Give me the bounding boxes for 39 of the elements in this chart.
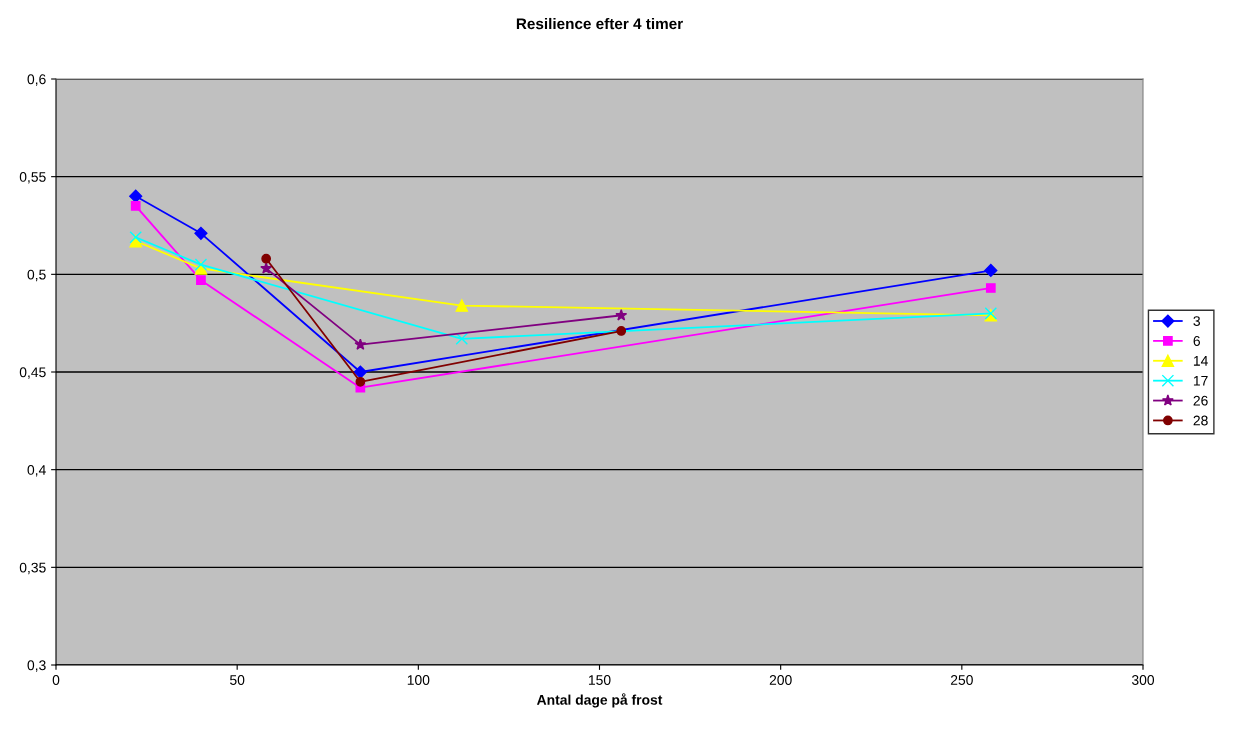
y-tick-label: 0,3	[27, 660, 46, 672]
point	[985, 283, 996, 293]
legend-label: 17	[1193, 375, 1208, 386]
point	[260, 262, 273, 274]
point	[130, 201, 141, 211]
y-tick-label: 0,5	[27, 269, 46, 282]
point	[194, 258, 208, 271]
point	[984, 263, 998, 278]
chart-title: Resilience efter 4 timer	[516, 17, 683, 30]
y-tick-label: 0,45	[19, 367, 46, 379]
x-tick-label: 50	[230, 675, 245, 685]
legend-label: 3	[1193, 316, 1200, 326]
point	[129, 189, 143, 203]
legend-label: 14	[1193, 356, 1208, 366]
x-tick-label: 200	[769, 675, 792, 685]
point	[455, 332, 469, 346]
x-tick-label: 300	[1131, 675, 1155, 685]
x-axis-title: Antal dage på frost	[536, 693, 663, 708]
legend-label: 6	[1193, 336, 1200, 346]
point	[196, 275, 206, 286]
legend-label: 26	[1193, 395, 1208, 406]
y-tick-label: 0,6	[27, 74, 46, 86]
x-tick-label: 100	[407, 675, 430, 685]
point	[194, 226, 208, 240]
y-tick-label: 0,55	[19, 172, 46, 184]
x-tick-label: 150	[588, 675, 611, 685]
point	[355, 376, 366, 387]
point	[354, 338, 367, 350]
legend-label: 28	[1193, 415, 1208, 426]
y-tick-label: 0,35	[19, 562, 46, 575]
x-tick-label: 0	[52, 675, 60, 685]
point	[261, 253, 272, 264]
y-tick-label: 0,4	[27, 465, 46, 477]
point	[615, 309, 628, 321]
point	[455, 299, 469, 312]
point	[616, 326, 627, 336]
point	[353, 365, 367, 379]
point	[129, 230, 142, 244]
x-tick-label: 250	[950, 675, 973, 685]
